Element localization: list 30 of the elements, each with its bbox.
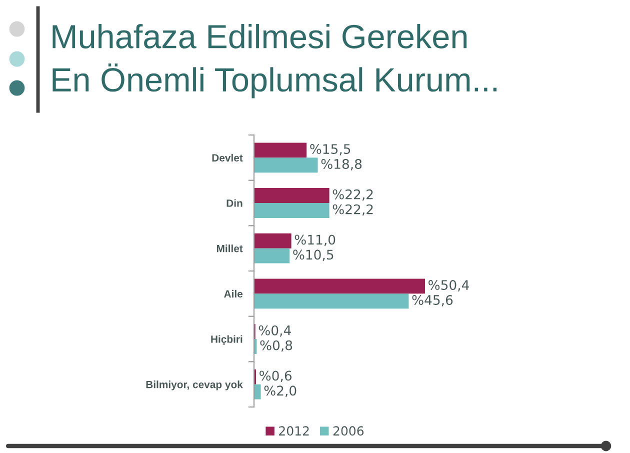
bar (254, 203, 330, 218)
data-label: %11,0 (294, 234, 336, 246)
bar (254, 142, 307, 158)
y-tick-label: Devlet (212, 154, 243, 162)
y-tick-label: Din (226, 199, 242, 207)
data-label: %22,2 (332, 204, 373, 216)
bar (254, 294, 409, 309)
data-label: %0,6 (260, 370, 292, 382)
bar (254, 248, 290, 264)
data-label: %45,6 (412, 294, 453, 306)
data-label: %0,8 (260, 340, 292, 352)
bar (254, 188, 330, 203)
data-label: %18,8 (321, 158, 362, 170)
legend-label: 2006 (333, 426, 364, 436)
bar (254, 233, 292, 248)
y-tick-label: Aile (224, 290, 243, 298)
bar (254, 158, 318, 173)
data-label: %50,4 (428, 280, 469, 292)
data-label: %10,5 (293, 250, 334, 261)
legend-label: 2012 (279, 426, 309, 436)
chart-title: Muhafaza Edilmesi Gereken En Önemli Toplumsal Kurum... (52, 24, 497, 98)
bar (254, 278, 425, 294)
data-label: %22,2 (332, 189, 373, 201)
y-tick-label: Hiçbiri (211, 335, 242, 345)
data-label: %15,5 (310, 144, 350, 156)
data-label: %0,4 (258, 325, 291, 337)
data-label: %2,0 (264, 386, 296, 397)
y-tick-label: Bilmiyor, cevap yok (146, 380, 243, 390)
y-tick-label: Millet (216, 244, 243, 252)
bar (254, 384, 261, 400)
